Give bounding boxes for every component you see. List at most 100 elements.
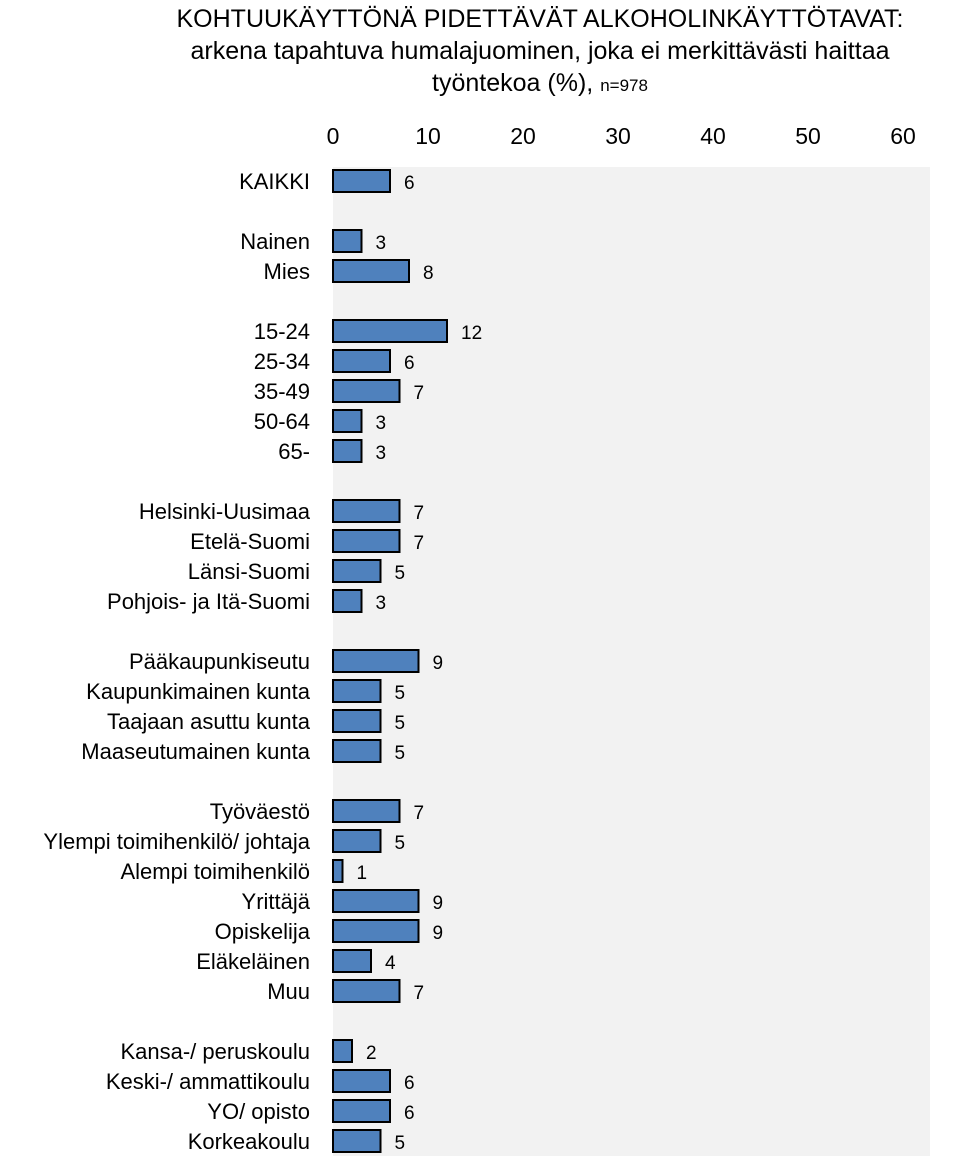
- category-label: Keski-/ ammattikoulu: [106, 1069, 310, 1094]
- value-label: 9: [433, 893, 444, 914]
- category-label: Pohjois- ja Itä-Suomi: [107, 589, 310, 614]
- x-tick-label: 40: [700, 123, 726, 149]
- value-label: 12: [461, 323, 482, 344]
- value-label: 3: [376, 443, 387, 464]
- bar: [333, 350, 390, 372]
- bar: [333, 1040, 352, 1062]
- category-label: Maaseutumainen kunta: [81, 739, 310, 764]
- category-label: KAIKKI: [239, 169, 310, 194]
- bar: [333, 1130, 381, 1152]
- bar-row: Taajaan asuttu kunta 5: [107, 709, 405, 734]
- bar-row: Alempi toimihenkilö 1: [120, 859, 367, 884]
- value-label: 5: [395, 713, 406, 734]
- value-label: 3: [376, 593, 387, 614]
- bar-row: KAIKKI 6: [239, 169, 415, 194]
- value-label: 9: [433, 923, 444, 944]
- category-label: 25-34: [254, 349, 310, 374]
- bar-row: Keski-/ ammattikoulu 6: [106, 1069, 415, 1094]
- value-label: 7: [414, 803, 425, 824]
- bar: [333, 740, 381, 762]
- value-label: 7: [414, 533, 425, 554]
- x-tick-label: 20: [510, 123, 536, 149]
- bar: [333, 860, 343, 882]
- category-label: Eläkeläinen: [196, 949, 310, 974]
- bar: [333, 230, 362, 252]
- value-label: 5: [395, 563, 406, 584]
- bar-row: Ylempi toimihenkilö/ johtaja 5: [43, 829, 405, 854]
- value-label: 5: [395, 683, 406, 704]
- bar: [333, 170, 390, 192]
- bar: [333, 320, 447, 342]
- value-label: 5: [395, 833, 406, 854]
- x-axis-ticks: 0 10 20 30 40 50 60: [327, 123, 916, 149]
- x-tick-label: 60: [890, 123, 916, 149]
- value-label: 6: [404, 1103, 415, 1124]
- category-label: Muu: [267, 979, 310, 1004]
- bar: [333, 920, 419, 942]
- bar: [333, 380, 400, 402]
- bar: [333, 650, 419, 672]
- value-label: 6: [404, 1073, 415, 1094]
- value-label: 6: [404, 173, 415, 194]
- bar-row: 25-34 6: [254, 349, 415, 374]
- x-tick-label: 0: [327, 123, 340, 149]
- x-tick-label: 30: [605, 123, 631, 149]
- bar-row: 35-49 7: [254, 379, 424, 404]
- category-label: Työväestö: [210, 799, 310, 824]
- value-label: 5: [395, 743, 406, 764]
- category-label: Nainen: [240, 229, 310, 254]
- bar-row: Työväestö 7: [210, 799, 424, 824]
- bar: [333, 530, 400, 552]
- category-label: Etelä-Suomi: [190, 529, 310, 554]
- bar-row: Opiskelija 9: [215, 919, 443, 944]
- bar-row: Pääkaupunkiseutu 9: [129, 649, 443, 674]
- bar-row: Yrittäjä 9: [242, 889, 444, 914]
- bar: [333, 950, 371, 972]
- bar-row: Helsinki-Uusimaa 7: [139, 499, 424, 524]
- bar: [333, 560, 381, 582]
- value-label: 7: [414, 503, 425, 524]
- category-label: Yrittäjä: [242, 889, 311, 914]
- category-label: Korkeakoulu: [188, 1129, 310, 1154]
- bar-row: Mies 8: [264, 259, 434, 284]
- value-label: 9: [433, 653, 444, 674]
- category-label: Opiskelija: [215, 919, 311, 944]
- bar: [333, 500, 400, 522]
- value-label: 8: [423, 263, 434, 284]
- category-label: Kansa-/ peruskoulu: [120, 1039, 310, 1064]
- plot-background: [333, 167, 930, 1156]
- value-label: 4: [385, 953, 396, 974]
- category-label: Ylempi toimihenkilö/ johtaja: [43, 829, 310, 854]
- bar: [333, 980, 400, 1002]
- category-label: Alempi toimihenkilö: [120, 859, 310, 884]
- category-label: YO/ opisto: [207, 1099, 310, 1124]
- category-label: Kaupunkimainen kunta: [86, 679, 311, 704]
- bar: [333, 710, 381, 732]
- bar: [333, 830, 381, 852]
- bar-row: Maaseutumainen kunta 5: [81, 739, 405, 764]
- category-label: 50-64: [254, 409, 310, 434]
- value-label: 1: [357, 863, 368, 884]
- bar-row: Etelä-Suomi 7: [190, 529, 424, 554]
- bar-row: Länsi-Suomi 5: [188, 559, 405, 584]
- value-label: 3: [376, 413, 387, 434]
- bar-row: Pohjois- ja Itä-Suomi 3: [107, 589, 386, 614]
- bar-row: Eläkeläinen 4: [196, 949, 396, 974]
- value-label: 3: [376, 233, 387, 254]
- value-label: 2: [366, 1043, 377, 1064]
- bar: [333, 440, 362, 462]
- bar: [333, 680, 381, 702]
- bar: [333, 1070, 390, 1092]
- category-label: Taajaan asuttu kunta: [107, 709, 311, 734]
- x-tick-label: 50: [795, 123, 821, 149]
- bar: [333, 800, 400, 822]
- value-label: 7: [414, 983, 425, 1004]
- bar-row: Kaupunkimainen kunta 5: [86, 679, 405, 704]
- category-label: Pääkaupunkiseutu: [129, 649, 310, 674]
- category-label: Helsinki-Uusimaa: [139, 499, 311, 524]
- bar: [333, 410, 362, 432]
- bar-row: YO/ opisto 6: [207, 1099, 414, 1124]
- value-label: 5: [395, 1133, 406, 1154]
- bar: [333, 890, 419, 912]
